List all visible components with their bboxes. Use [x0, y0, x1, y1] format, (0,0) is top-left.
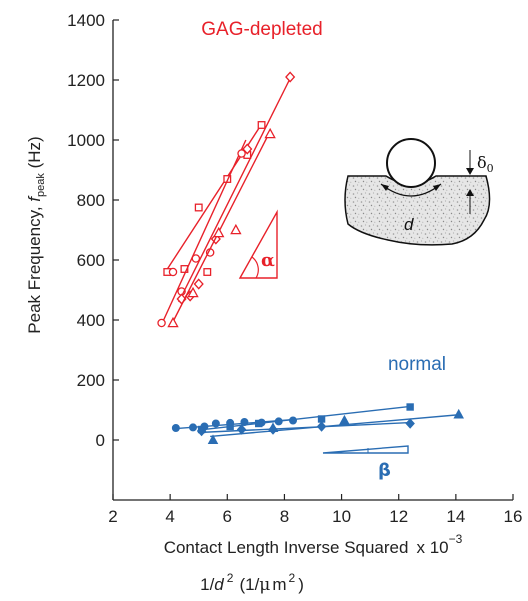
x-unit-m: m — [272, 575, 286, 594]
x-axis-label: Contact Length Inverse Squared x 10−3 — [164, 532, 463, 557]
alpha-angle-arc — [251, 256, 259, 279]
data-point — [180, 265, 189, 273]
x-tick-label: 6 — [223, 507, 232, 526]
y-tick-label: 800 — [77, 191, 105, 210]
normal-label: normal — [388, 354, 446, 375]
x-unit-close: ) — [298, 575, 304, 594]
data-point — [230, 223, 242, 235]
data-point — [242, 143, 253, 155]
data-point — [406, 403, 414, 411]
data-point — [203, 268, 212, 276]
data-point — [157, 318, 166, 328]
x-axis-label-exp: −3 — [449, 532, 463, 546]
x-tick-label: 8 — [280, 507, 289, 526]
x-unit-one-over: 1/ — [200, 575, 214, 594]
series-gag-diamond — [176, 71, 296, 305]
data-point — [213, 226, 225, 238]
fit-line — [170, 133, 270, 325]
x-tick-label: 14 — [446, 507, 465, 526]
inset-d-label: d — [404, 215, 414, 234]
data-point — [207, 434, 219, 445]
data-point — [285, 71, 296, 83]
data-point — [226, 422, 234, 431]
series-gag-triangle — [167, 127, 276, 328]
x-unit-d: d — [214, 575, 224, 594]
data-point — [171, 423, 180, 432]
delta-arrow-up — [466, 189, 474, 196]
x-tick-label: 16 — [504, 507, 523, 526]
data-point — [168, 267, 178, 277]
data-point — [191, 254, 201, 263]
data-point — [188, 423, 197, 432]
delta-arrow-down — [466, 168, 474, 175]
fit-line — [198, 405, 411, 431]
x-unit-exp: 2 — [289, 571, 296, 585]
x-tick-label: 2 — [108, 507, 117, 526]
y-tick-label: 1000 — [67, 131, 105, 150]
series-normal-square — [197, 403, 414, 434]
y-tick-label: 1400 — [67, 11, 105, 30]
x-ticks: 2 4 6 8 10 12 14 16 — [108, 494, 522, 526]
x-unit-open: (1/ — [239, 575, 259, 594]
series-gag-square — [163, 121, 266, 276]
fit-line — [160, 139, 247, 325]
data-point — [196, 425, 207, 437]
contact-arrow-left — [381, 184, 389, 191]
series-normal-triangle — [207, 408, 464, 445]
x-axis-label-main: Contact Length Inverse Squared — [164, 538, 409, 557]
y-axis-label: Peak Frequency, fpeak (Hz) — [25, 136, 47, 333]
x-unit-d-exp: 2 — [227, 571, 234, 585]
data-point — [193, 278, 204, 290]
beta-symbol: β — [378, 460, 391, 481]
data-point — [255, 419, 263, 428]
alpha-symbol: α — [261, 250, 275, 271]
gag-depleted-label: GAG-depleted — [201, 19, 322, 40]
x-axis-label-scale: x 10 — [416, 538, 448, 557]
data-point — [167, 316, 179, 328]
data-point — [194, 203, 203, 212]
data-point — [267, 422, 279, 433]
beta-triangle-shape — [322, 445, 409, 454]
x-tick-label: 4 — [165, 507, 174, 526]
inset-delta-label: δ0 — [477, 153, 494, 175]
data-point — [264, 127, 276, 139]
y-tick-label: 200 — [77, 371, 105, 390]
y-axis-label-unit: (Hz) — [25, 136, 44, 173]
y-tick-label: 400 — [77, 311, 105, 330]
y-ticks: 0 200 400 600 800 1000 1200 1400 — [67, 11, 119, 450]
delta-subscript: 0 — [487, 162, 494, 175]
data-point — [339, 414, 350, 425]
y-tick-label: 0 — [96, 431, 105, 450]
tissue-body — [344, 175, 491, 246]
contact-arrow-right — [433, 184, 441, 191]
fit-line — [178, 75, 293, 303]
fit-line — [210, 413, 462, 438]
delta-symbol: δ — [477, 153, 487, 172]
y-axis-label-f: f — [25, 195, 44, 202]
x-tick-label: 12 — [389, 507, 408, 526]
y-tick-label: 1200 — [67, 71, 105, 90]
y-axis-label-sub: peak — [35, 173, 47, 197]
x-axis-label-unit: 1/d 2 (1/μ m 2) — [200, 571, 304, 595]
indenter-sphere — [386, 138, 436, 188]
x-tick-label: 10 — [332, 507, 351, 526]
data-point — [187, 286, 199, 298]
y-tick-label: 600 — [77, 251, 105, 270]
data-point — [453, 408, 464, 419]
indentation-inset: d δ0 — [344, 138, 494, 246]
data-point — [211, 419, 220, 428]
series-layer — [157, 71, 464, 445]
alpha-slope-triangle: α — [238, 209, 278, 279]
y-axis-label-main: Peak Frequency, — [25, 202, 44, 334]
series-gag-circle — [157, 139, 247, 328]
beta-slope-triangle: β — [322, 445, 409, 481]
alpha-triangle-shape — [238, 209, 278, 279]
data-point — [257, 121, 266, 129]
data-point — [237, 149, 246, 158]
data-point — [405, 418, 415, 429]
x-unit-mu: μ — [259, 575, 270, 595]
